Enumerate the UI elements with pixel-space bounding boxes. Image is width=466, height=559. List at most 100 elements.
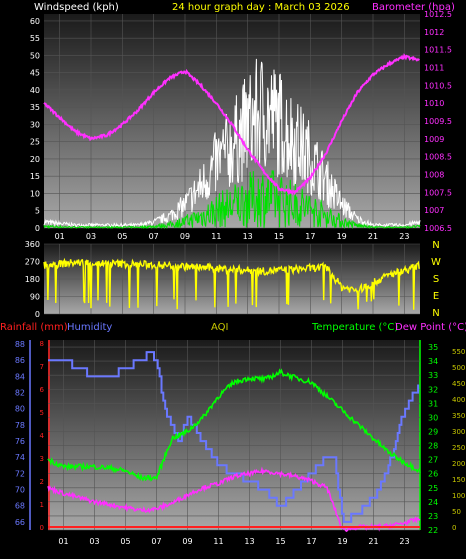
humidity-tick-label: 78 [15,421,25,430]
wind-gust-line [43,169,421,230]
windspeed-line [43,58,421,229]
hour-label: 01 [55,232,65,241]
temperature-tick-label: 24 [428,498,438,507]
hour-label: 07 [151,537,161,546]
aqi-tick-label: 250 [452,444,465,452]
rain-tick-label: 6 [40,386,45,394]
humidity-tick-label: 76 [15,437,25,446]
hour-label: 09 [182,537,192,546]
barometer-tick-label: 1009 [424,135,444,144]
rainfall-title: Rainfall (mm) [0,322,68,333]
humidity-tick-label: 72 [15,469,25,478]
humidity-title: Humidity [67,322,112,333]
direction-axis: 0 90 180 270 360 [25,240,40,319]
wind-tick-label: 60 [30,17,40,26]
rain-tick-label: 1 [40,501,44,509]
temperature-tick-label: 26 [428,470,438,479]
hour-label: 19 [337,537,347,546]
hour-label: 23 [399,537,409,546]
direction-tick-label: 90 [30,293,40,302]
humidity-tick-label: 70 [15,486,25,495]
humidity-tick-label: 66 [15,518,25,527]
aqi-tick-label: 50 [452,508,461,516]
hour-label: 23 [399,232,409,241]
direction-tick-label: 270 [25,258,40,267]
wind-tick-label: 55 [30,34,40,43]
barometer-tick-label: 1008 [424,171,444,180]
barometer-tick-label: 1006.5 [424,224,452,233]
humidity-line [48,351,420,523]
temperature-tick-label: 25 [428,484,438,493]
wind-tick-label: 5 [35,207,40,216]
temperature-axis: 22 23 24 25 26 27 28 29 30 31 32 33 34 35 [428,343,438,535]
hour-label: 21 [368,537,378,546]
hour-label: 13 [243,232,253,241]
humidity-axis: 66 68 70 72 74 76 78 80 82 84 86 88 [15,340,25,527]
rain-tick-label: 2 [40,478,44,486]
hour-axis-bottom: 01 03 05 07 09 11 13 15 17 19 21 23 [58,537,409,546]
hour-label: 15 [275,537,285,546]
barometer-line [43,53,420,196]
humidity-tick-label: 74 [15,453,25,462]
aqi-tick-label: 350 [452,412,465,420]
compass-label: E [433,291,439,302]
wind-plot-area [44,14,420,228]
barometer-tick-label: 1007 [424,206,444,215]
compass-label: S [433,274,439,285]
humidity-tick-label: 86 [15,356,25,365]
aqi-tick-label: 300 [452,428,465,436]
wind-tick-label: 10 [30,189,40,198]
hour-label: 13 [244,537,254,546]
wind-tick-label: 30 [30,120,40,129]
aqi-axis: 0 50 100 150 200 250 300 350 400 450 500 550 [452,348,465,532]
wind-tick-label: 40 [30,86,40,95]
hour-label: 07 [149,232,159,241]
wind-tick-label: 0 [35,224,40,233]
wind-axis: 0 5 10 15 20 25 30 35 40 45 50 55 60 [30,17,40,233]
hour-label: 01 [58,537,68,546]
barometer-tick-label: 1011 [424,64,444,73]
temperature-line [47,368,421,482]
aqi-tick-label: 450 [452,380,465,388]
wind-series [43,53,421,230]
aqi-tick-label: 400 [452,396,465,404]
hour-label: 05 [120,537,130,546]
direction-tick-label: 360 [25,240,40,249]
barometer-tick-label: 1011.5 [424,46,452,55]
compass-label: N [432,308,439,319]
humidity-tick-label: 80 [15,405,25,414]
humidity-tick-label: 84 [15,372,25,381]
wind-tick-label: 45 [30,69,40,78]
humidity-tick-label: 88 [15,340,25,349]
temperature-tick-label: 30 [428,413,438,422]
temperature-tick-label: 22 [428,526,438,535]
hour-label: 11 [213,537,223,546]
hour-label: 05 [117,232,127,241]
aqi-title: AQI [211,322,229,333]
temperature-tick-label: 35 [428,343,438,352]
wind-tick-label: 25 [30,138,40,147]
graph-date-title: 24 hour graph day : March 03 2026 [172,2,350,13]
wind-direction-line [43,257,420,310]
humidity-tick-label: 82 [15,389,25,398]
direction-series [43,257,420,310]
barometer-tick-label: 1007.5 [424,188,452,197]
aqi-tick-label: 100 [452,492,465,500]
hour-label: 21 [368,232,378,241]
temperature-tick-label: 29 [428,427,438,436]
rain-tick-label: 5 [40,409,44,417]
hour-label: 09 [180,232,190,241]
aqi-tick-label: 150 [452,476,465,484]
hour-label: 15 [274,232,284,241]
humidity-tick-label: 68 [15,502,25,511]
rain-axis: 0 1 2 3 4 5 6 7 8 [40,340,45,532]
hour-label: 17 [306,537,316,546]
rain-tick-label: 8 [40,340,44,348]
temperature-tick-label: 34 [428,357,438,366]
wind-tick-label: 50 [30,51,40,60]
barometer-title: Barometer (hpa) [372,2,455,13]
rain-tick-label: 7 [40,363,44,371]
barometer-tick-label: 1009.5 [424,117,452,126]
